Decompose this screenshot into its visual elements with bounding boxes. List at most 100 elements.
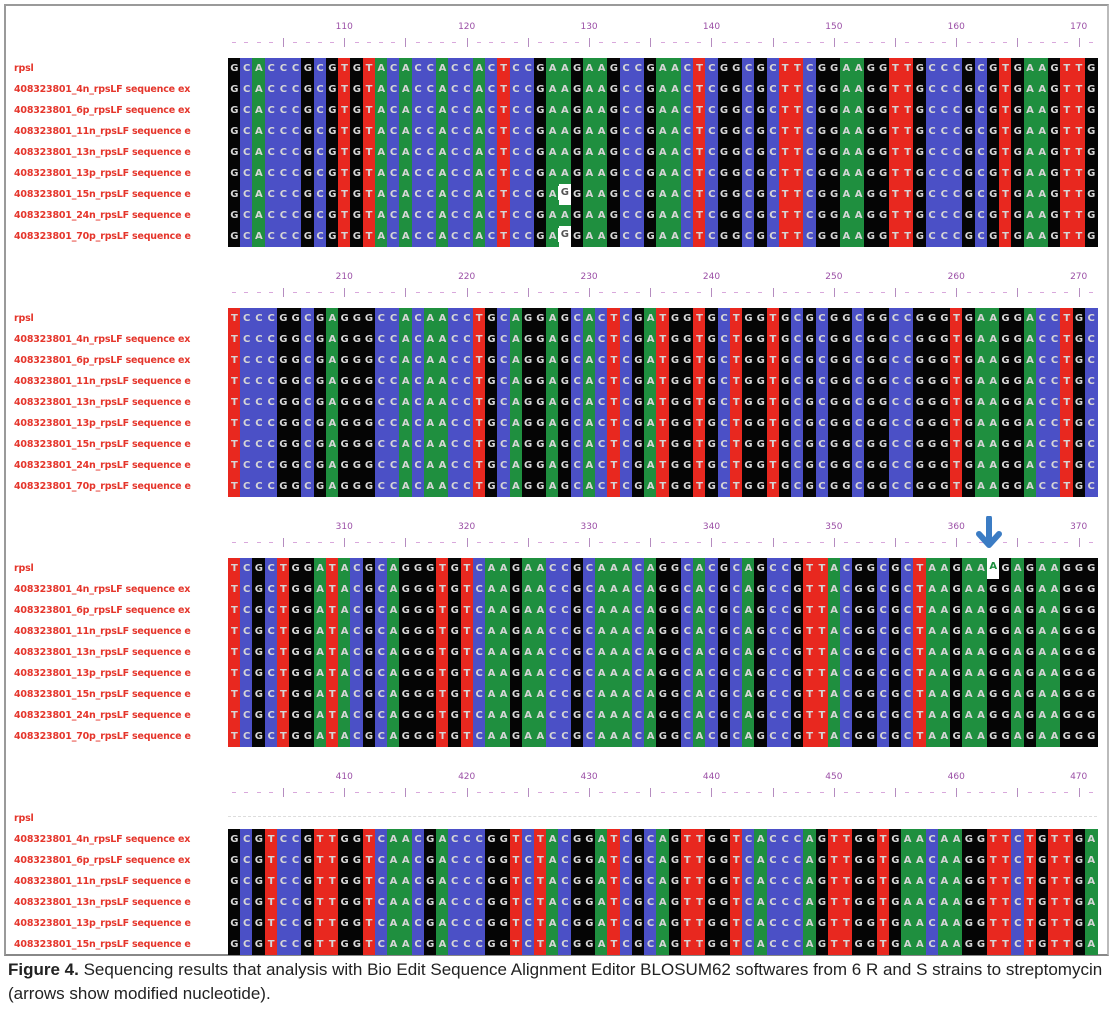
base-cell: C: [240, 100, 254, 121]
base-cell: C: [619, 434, 633, 455]
base-cell: A: [485, 558, 498, 579]
ruler-tick: [880, 292, 885, 293]
base-cell: A: [962, 600, 976, 621]
ruler-tick: [574, 792, 579, 793]
ruler-tick: [344, 38, 346, 47]
base-cell: T: [436, 621, 449, 642]
base-cell: G: [864, 850, 878, 871]
base-cell: C: [1084, 308, 1098, 329]
base-cell: T: [1060, 413, 1074, 434]
base-cell: A: [1048, 705, 1061, 726]
base-cell: C: [888, 371, 902, 392]
ruler-number: 410: [335, 772, 353, 782]
base-cell: A: [1048, 558, 1061, 579]
ruler-tick: [1078, 788, 1080, 797]
ruler-tick: [966, 542, 971, 543]
base-cell: A: [546, 329, 560, 350]
base-cell: T: [264, 850, 278, 871]
base-cell: A: [509, 350, 523, 371]
base-cell: T: [913, 621, 927, 642]
base-cell: A: [595, 163, 609, 184]
base-cell: T: [729, 476, 743, 497]
base-cell: G: [301, 850, 315, 871]
base-cell: G: [668, 413, 682, 434]
base-cell: A: [1023, 121, 1037, 142]
base-cell: T: [362, 142, 376, 163]
base-cell: A: [1048, 684, 1061, 705]
base-cell: A: [937, 642, 951, 663]
base-cell: C: [240, 600, 254, 621]
ruler-tick: [283, 538, 285, 547]
ruler-tick: [232, 42, 237, 43]
base-cell: G: [888, 726, 902, 747]
base-cell: A: [558, 163, 572, 184]
base-cell: G: [668, 392, 682, 413]
base-cell: C: [558, 871, 572, 892]
base-cell: C: [460, 829, 474, 850]
base-cell: C: [729, 726, 743, 747]
base-cell: A: [582, 79, 596, 100]
base-cell: C: [901, 684, 915, 705]
ruler-number: 420: [458, 772, 476, 782]
base-cell: C: [240, 371, 254, 392]
base-cell: G: [1060, 663, 1074, 684]
base-cell: C: [925, 205, 939, 226]
base-cell: T: [472, 371, 486, 392]
base-cell: C: [766, 121, 780, 142]
base-cell: G: [252, 663, 266, 684]
base-cell: G: [680, 413, 694, 434]
base-cell: G: [301, 913, 315, 934]
base-cell: G: [1048, 163, 1061, 184]
base-cell: G: [558, 413, 572, 434]
base-cell: G: [362, 308, 376, 329]
base-cell: A: [534, 684, 547, 705]
base-cell: T: [876, 934, 890, 955]
base-cell: G: [962, 476, 976, 497]
base-cell: G: [913, 455, 927, 476]
base-cell: T: [888, 79, 902, 100]
base-cell: C: [852, 329, 866, 350]
ruler-number: 230: [580, 272, 598, 282]
base-cell: G: [827, 205, 841, 226]
base-cell: T: [1023, 850, 1037, 871]
base-cell: G: [1011, 308, 1025, 329]
base-cell: A: [595, 829, 609, 850]
base-cell: G: [656, 726, 670, 747]
base-cell: G: [986, 121, 1000, 142]
base-cell: A: [742, 684, 755, 705]
base-cell: G: [717, 600, 731, 621]
base-cell: G: [754, 329, 768, 350]
ruler-tick: [293, 292, 298, 293]
base-cell: G: [534, 350, 547, 371]
base-cell: A: [436, 79, 449, 100]
base-cell: T: [362, 934, 376, 955]
ruler-tick: [501, 792, 506, 793]
base-cell: G: [631, 829, 645, 850]
base-cell: G: [888, 600, 902, 621]
base-cell: C: [680, 579, 694, 600]
base-cell: A: [840, 205, 853, 226]
base-cell: A: [374, 163, 388, 184]
base-cell: T: [228, 329, 241, 350]
base-cell: C: [631, 663, 645, 684]
base-cell: A: [937, 934, 951, 955]
base-cell: G: [754, 226, 768, 247]
base-cell: G: [350, 871, 364, 892]
base-cell: T: [766, 392, 780, 413]
base-cell: G: [999, 350, 1012, 371]
base-cell: T: [1072, 163, 1086, 184]
base-cell: A: [742, 705, 755, 726]
base-cell: A: [742, 663, 755, 684]
base-cell: A: [693, 663, 706, 684]
base-cell: C: [619, 142, 633, 163]
base-cell: G: [754, 371, 768, 392]
base-cell: C: [876, 600, 890, 621]
ruler-tick: [672, 42, 677, 43]
base-cell: A: [607, 600, 621, 621]
base-cell: T: [656, 392, 670, 413]
base-cell: G: [876, 392, 890, 413]
ruler-number: 330: [580, 522, 598, 532]
base-cell: A: [252, 142, 266, 163]
base-cell: C: [852, 371, 866, 392]
base-cell: G: [252, 913, 266, 934]
